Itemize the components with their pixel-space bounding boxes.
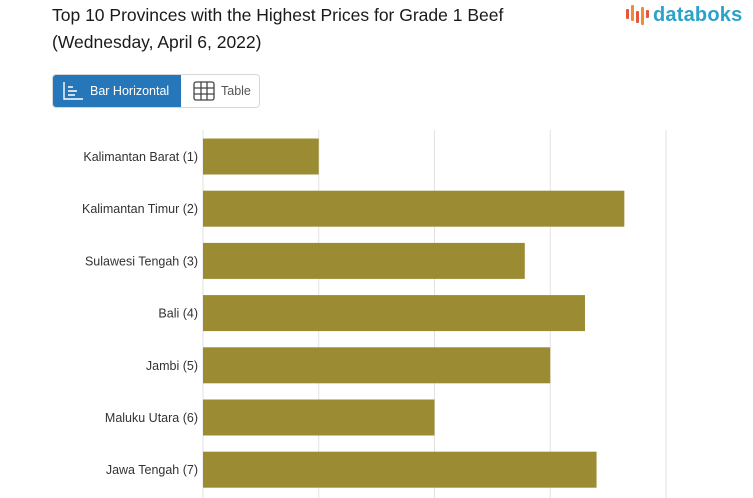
category-label: Kalimantan Timur (2) [82, 202, 198, 216]
chart-title-line-1: Top 10 Provinces with the Highest Prices… [52, 5, 504, 25]
databoks-logo[interactable]: databoks [626, 4, 742, 27]
bar[interactable] [203, 347, 551, 384]
category-label: Kalimantan Barat (1) [83, 150, 198, 164]
category-label: Sulawesi Tengah (3) [85, 254, 198, 268]
bar-horizontal-button[interactable]: Bar Horizontal [53, 75, 181, 107]
table-icon [193, 81, 215, 101]
bar[interactable] [203, 138, 319, 175]
table-label: Table [221, 84, 251, 98]
category-label: Bali (4) [158, 307, 198, 321]
category-label: Maluku Utara (6) [105, 411, 198, 425]
logo-mark-icon [626, 4, 649, 27]
bar[interactable] [203, 295, 585, 332]
bar[interactable] [203, 190, 625, 227]
category-label: Jawa Tengah (7) [106, 463, 198, 477]
view-toggle: Bar Horizontal Table [52, 74, 260, 108]
bar-chart-icon [63, 82, 83, 100]
logo-text: databoks [653, 4, 743, 26]
bar[interactable] [203, 451, 597, 488]
chart-title: Top 10 Provinces with the Highest Prices… [52, 2, 592, 56]
bar[interactable] [203, 242, 525, 279]
bar-horizontal-label: Bar Horizontal [90, 84, 170, 98]
bar[interactable] [203, 399, 435, 436]
table-button[interactable]: Table [181, 75, 259, 107]
category-label: Jambi (5) [146, 359, 198, 373]
chart-title-line-2: (Wednesday, April 6, 2022) [52, 32, 262, 52]
